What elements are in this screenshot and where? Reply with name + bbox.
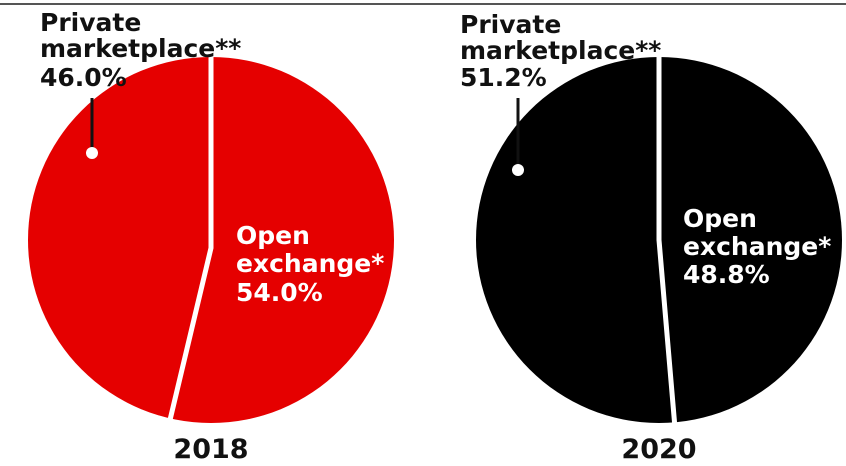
pie-2020-open-label: Open exchange* 48.8% <box>683 204 840 289</box>
pie-2020-private-label-line2: marketplace** <box>460 36 661 65</box>
pie-2020: Private marketplace** 51.2% Open exchang… <box>460 10 842 465</box>
pie-2020-open-label-line1: Open <box>683 204 757 233</box>
pie-2018-private-label: Private marketplace** 46.0% <box>40 8 250 92</box>
pie-2020-year-label: 2020 <box>621 434 696 465</box>
pie-2020-private-label-line1: Private <box>460 10 561 39</box>
pie-2018-private-label-line1: Private <box>40 8 141 37</box>
pie-2018-open-label-line2: exchange* <box>236 249 384 278</box>
pie-2018-open-label: Open exchange* 54.0% <box>236 221 393 307</box>
pie-2020-open-label-line2: exchange* <box>683 232 831 261</box>
pie-2018-callout-dot <box>86 147 98 159</box>
pie-2018-open-value: 54.0% <box>236 278 323 307</box>
pie-2018: Private marketplace** 46.0% Open exchang… <box>28 8 394 465</box>
pie-2020-private-value: 51.2% <box>460 63 547 92</box>
pie-2020-open-value: 48.8% <box>683 260 770 289</box>
pie-2018-slice-divider <box>167 14 214 421</box>
pie-2018-year-label: 2018 <box>173 434 248 465</box>
pie-2018-private-value: 46.0% <box>40 63 127 92</box>
pie-2018-private-label-line2: marketplace** <box>40 34 241 63</box>
pie-2020-slice-divider <box>656 14 678 429</box>
pie-2018-open-label-line1: Open <box>236 221 310 250</box>
pie-2020-callout-dot <box>512 164 524 176</box>
pie-2020-private-label: Private marketplace** 51.2% <box>460 10 670 92</box>
